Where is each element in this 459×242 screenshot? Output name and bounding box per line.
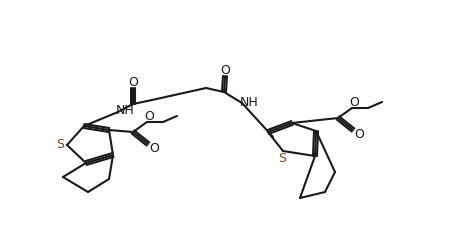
Text: S: S <box>277 152 285 166</box>
Text: NH: NH <box>115 105 134 118</box>
Text: O: O <box>348 97 358 109</box>
Text: O: O <box>353 128 363 141</box>
Text: NH: NH <box>239 96 258 108</box>
Text: O: O <box>144 111 154 123</box>
Text: O: O <box>219 63 230 76</box>
Text: O: O <box>128 76 138 89</box>
Text: O: O <box>149 142 159 154</box>
Text: S: S <box>56 138 64 151</box>
